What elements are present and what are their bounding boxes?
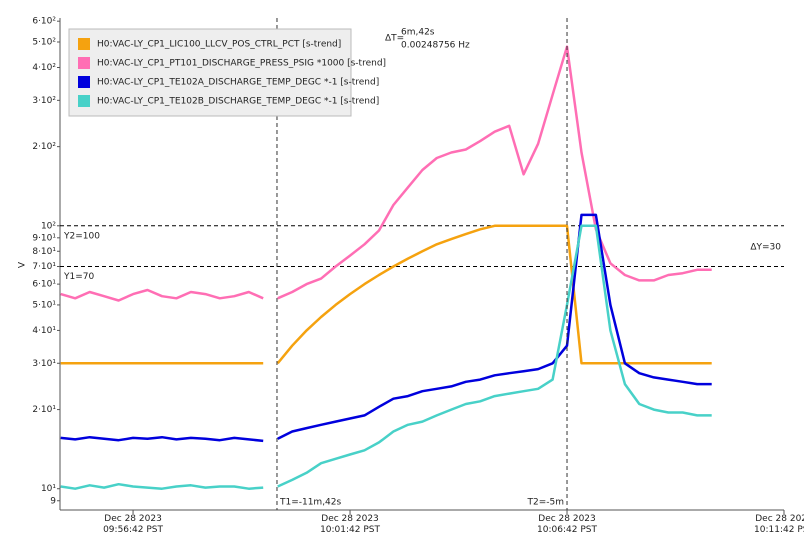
legend-swatch (78, 57, 90, 69)
y-tick-label: 4·10² (32, 63, 56, 73)
y-tick-label: 5·10¹ (32, 300, 56, 310)
legend-box (68, 28, 352, 117)
reference-label: Y2=100 (63, 231, 100, 241)
y-tick-label: 9·10¹ (32, 233, 56, 243)
y-tick-label: 7·10¹ (32, 262, 56, 272)
y-tick-label: 10² (41, 221, 56, 231)
y-tick-label: 5·10² (32, 38, 56, 48)
y-tick-label: 2·10² (32, 142, 56, 152)
y-tick-label: 8·10¹ (32, 247, 56, 257)
y-tick-label: 3·10¹ (32, 359, 56, 369)
series-line (60, 213, 712, 443)
cursor-label: T2=-5m (527, 498, 565, 508)
legend-label: H0:VAC-LY_CP1_PT101_DISCHARGE_PRESS_PSIG… (97, 59, 386, 69)
delta-t-label: ΔT= (385, 34, 404, 44)
y-tick-label: 10¹ (41, 484, 56, 494)
series-line (60, 45, 712, 302)
legend-label: H0:VAC-LY_CP1_LIC100_LLCV_POS_CTRL_PCT [… (97, 40, 341, 50)
legend-swatch (78, 95, 90, 107)
x-tick-label: Dec 28 2023 10:01:42 PST (320, 514, 380, 535)
y-tick-label: 9 (50, 496, 56, 506)
delta-t-frequency: 0.00248756 Hz (401, 41, 470, 51)
cursor-label: T1=-11m,42s (279, 498, 342, 508)
legend-label: H0:VAC-LY_CP1_TE102A_DISCHARGE_TEMP_DEGC… (97, 78, 379, 88)
series-line (60, 224, 712, 365)
y-tick-label: 4·10¹ (32, 326, 56, 336)
delta-t-duration: 6m,42s (401, 28, 435, 38)
y-tick-label: 2·10¹ (32, 405, 56, 415)
y-axis-label: V (18, 261, 28, 268)
legend-swatch (78, 76, 90, 88)
y-tick-label: 6·10¹ (32, 280, 56, 290)
y-tick-label: 6·10² (32, 17, 56, 27)
y-tick-label: 3·10² (32, 96, 56, 106)
x-tick-label: Dec 28 2023 10:11:42 PST (754, 514, 804, 535)
x-tick-label: Dec 28 2023 09:56:42 PST (103, 514, 163, 535)
x-tick-label: Dec 28 2023 10:06:42 PST (537, 514, 597, 535)
legend-label: H0:VAC-LY_CP1_TE102B_DISCHARGE_TEMP_DEGC… (97, 97, 379, 107)
delta-y-label: ΔY=30 (750, 243, 781, 253)
reference-label: Y1=70 (63, 272, 94, 282)
legend-swatch (78, 38, 90, 50)
series-line (60, 224, 712, 490)
